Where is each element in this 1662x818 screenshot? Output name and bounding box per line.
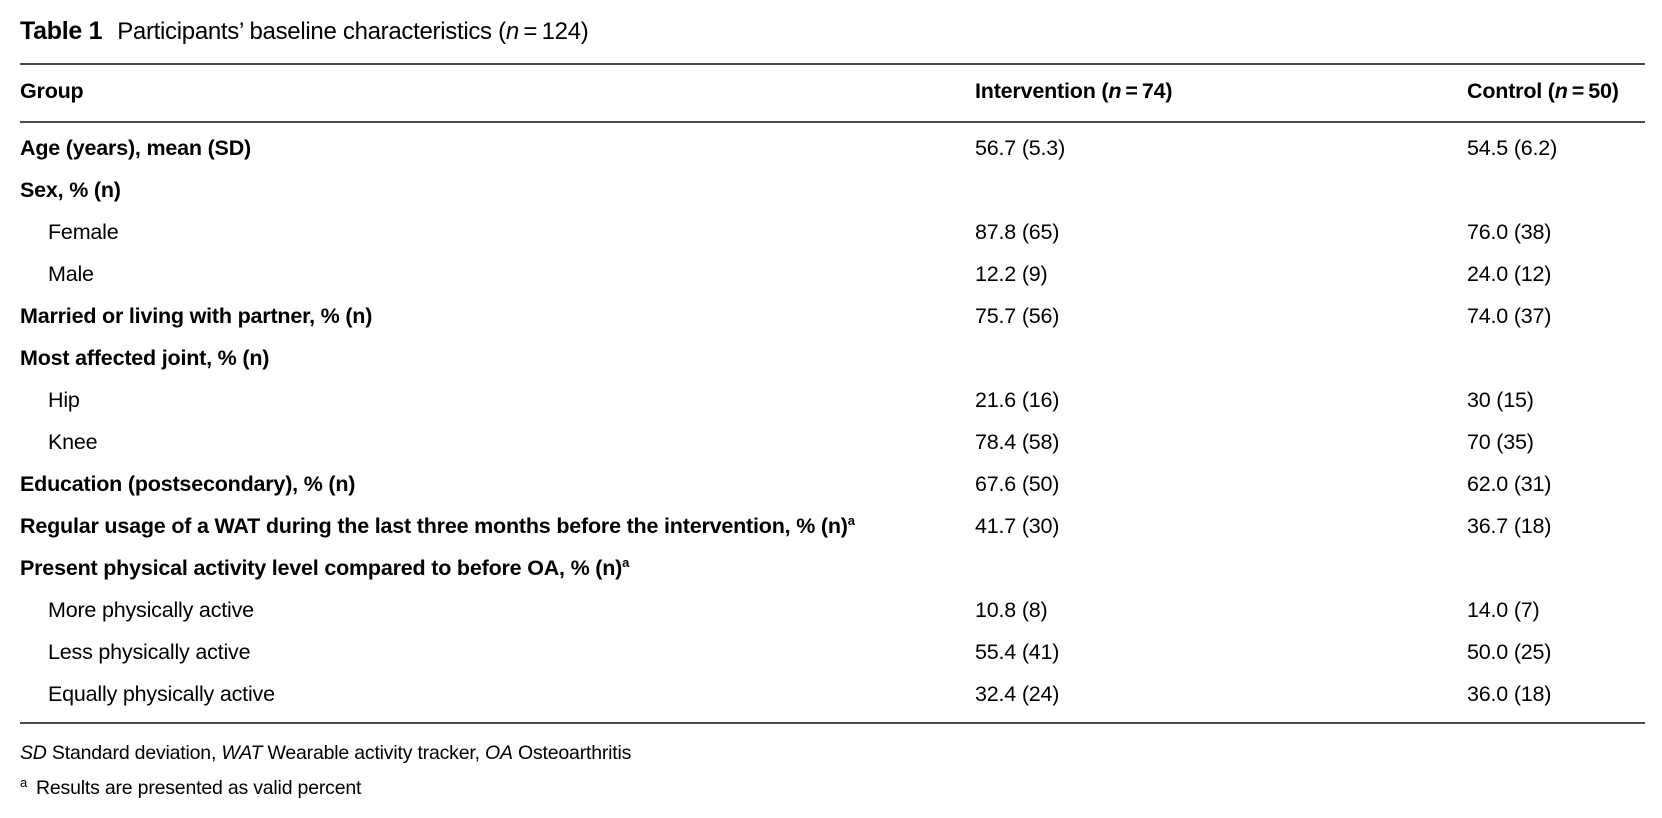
table-row: Equally physically active 32.4 (24) 36.0… xyxy=(20,674,1645,716)
intervention-value xyxy=(975,177,1467,204)
control-value xyxy=(1467,177,1645,204)
intervention-value: 32.4 (24) xyxy=(975,682,1060,706)
intervention-value: 55.4 (41) xyxy=(975,640,1060,664)
row-label-text: Most affected joint, % (n) xyxy=(20,346,270,370)
abbr-wat: WAT xyxy=(221,742,263,764)
column-header-intervention: Intervention (n = 74) xyxy=(975,79,1173,103)
row-label-text: Regular usage of a WAT during the last t… xyxy=(20,514,848,538)
row-label-text: Less physically active xyxy=(48,640,251,664)
intervention-value: 87.8 (65) xyxy=(975,220,1060,244)
table-row: Education (postsecondary), % (n) 67.6 (5… xyxy=(20,464,1645,506)
row-label: Knee xyxy=(20,429,975,456)
table-row: Most affected joint, % (n) xyxy=(20,338,1645,380)
table-row: Less physically active 55.4 (41) 50.0 (2… xyxy=(20,632,1645,674)
table-row: Present physical activity level compared… xyxy=(20,548,1645,590)
row-label: Male xyxy=(20,261,975,288)
intervention-value: 56.7 (5.3) xyxy=(975,136,1066,160)
table-row: More physically active 10.8 (8) 14.0 (7) xyxy=(20,590,1645,632)
control-value: 54.5 (6.2) xyxy=(1467,136,1558,160)
row-label-text: Present physical activity level compared… xyxy=(20,556,623,580)
intervention-value: 10.8 (8) xyxy=(975,598,1048,622)
row-label-text: Married or living with partner, % (n) xyxy=(20,304,373,328)
row-label-text: Knee xyxy=(48,430,98,454)
row-label: Less physically active xyxy=(20,639,975,666)
row-label: Regular usage of a WAT during the last t… xyxy=(20,513,975,540)
baseline-characteristics-table: Group Intervention (n = 74) Control (n =… xyxy=(20,63,1645,724)
paper-table-figure: Table 1 Participants’ baseline characteri… xyxy=(20,16,1645,800)
control-value xyxy=(1467,345,1645,372)
column-header-control: Control (n = 50) xyxy=(1467,79,1619,103)
row-label-text: More physically active xyxy=(48,598,254,622)
control-value: 36.0 (18) xyxy=(1467,682,1552,706)
control-value: 74.0 (37) xyxy=(1467,304,1552,328)
control-value xyxy=(1467,555,1645,582)
row-label: Equally physically active xyxy=(20,681,975,708)
row-label: Hip xyxy=(20,387,975,414)
table-row: Hip 21.6 (16) 30 (15) xyxy=(20,380,1645,422)
intervention-value: 41.7 (30) xyxy=(975,514,1060,538)
header-n-italic: n xyxy=(1108,79,1122,103)
table-body: Age (years), mean (SD) 56.7 (5.3) 54.5 (… xyxy=(20,123,1645,724)
row-label-text: Hip xyxy=(48,388,80,412)
control-value: 76.0 (38) xyxy=(1467,220,1552,244)
table-row: Married or living with partner, % (n) 75… xyxy=(20,296,1645,338)
table-row: Male 12.2 (9) 24.0 (12) xyxy=(20,254,1645,296)
control-value: 50.0 (25) xyxy=(1467,640,1552,664)
control-value: 62.0 (31) xyxy=(1467,472,1552,496)
row-label: Present physical activity level compared… xyxy=(20,555,975,582)
row-label-text: Age (years), mean (SD) xyxy=(20,136,251,160)
control-value: 30 (15) xyxy=(1467,388,1534,412)
abbr-sd: SD xyxy=(20,742,47,764)
row-label: Education (postsecondary), % (n) xyxy=(20,471,975,498)
table-row: Female 87.8 (65) 76.0 (38) xyxy=(20,212,1645,254)
intervention-value xyxy=(975,555,1467,582)
footnote-marker: a xyxy=(622,554,630,570)
table-caption: Table 1 Participants’ baseline characteri… xyxy=(20,16,1645,47)
footnote-a: a Results are presented as valid percent xyxy=(20,776,1645,800)
intervention-value xyxy=(975,345,1467,372)
footnote-marker: a xyxy=(847,512,855,528)
row-label: Married or living with partner, % (n) xyxy=(20,303,975,330)
row-label-text: Equally physically active xyxy=(48,682,275,706)
intervention-value: 78.4 (58) xyxy=(975,430,1060,454)
abbr-oa: OA xyxy=(485,742,513,764)
table-row: Sex, % (n) xyxy=(20,170,1645,212)
intervention-value: 67.6 (50) xyxy=(975,472,1060,496)
control-value: 24.0 (12) xyxy=(1467,262,1552,286)
intervention-value: 21.6 (16) xyxy=(975,388,1060,412)
control-value: 36.7 (18) xyxy=(1467,514,1552,538)
row-label: Most affected joint, % (n) xyxy=(20,345,975,372)
table-header-row: Group Intervention (n = 74) Control (n =… xyxy=(20,65,1645,123)
row-label: More physically active xyxy=(20,597,975,624)
header-n-italic: n xyxy=(1554,79,1568,103)
row-label: Sex, % (n) xyxy=(20,177,975,204)
table-row: Knee 78.4 (58) 70 (35) xyxy=(20,422,1645,464)
table-row: Regular usage of a WAT during the last t… xyxy=(20,506,1645,548)
caption-n-italic: n xyxy=(505,18,519,45)
row-label: Age (years), mean (SD) xyxy=(20,135,975,162)
row-label-text: Male xyxy=(48,262,94,286)
control-value: 70 (35) xyxy=(1467,430,1534,454)
footnote-a-text: Results are presented as valid percent xyxy=(36,777,362,799)
row-label-text: Female xyxy=(48,220,119,244)
intervention-value: 75.7 (56) xyxy=(975,304,1060,328)
abbreviations-note: SD Standard deviation, WAT Wearable acti… xyxy=(20,742,632,764)
row-label: Female xyxy=(20,219,975,246)
caption-text: Participants’ baseline characteristics (… xyxy=(117,18,589,45)
table-row: Age (years), mean (SD) 56.7 (5.3) 54.5 (… xyxy=(20,128,1645,170)
control-value: 14.0 (7) xyxy=(1467,598,1540,622)
footnote-a-marker: a xyxy=(20,774,28,790)
table-number: Table 1 xyxy=(20,17,103,45)
row-label-text: Education (postsecondary), % (n) xyxy=(20,472,356,496)
row-label-text: Sex, % (n) xyxy=(20,178,121,202)
intervention-value: 12.2 (9) xyxy=(975,262,1048,286)
table-footnotes: SD Standard deviation, WAT Wearable acti… xyxy=(20,724,1645,800)
column-header-group: Group xyxy=(20,79,84,103)
